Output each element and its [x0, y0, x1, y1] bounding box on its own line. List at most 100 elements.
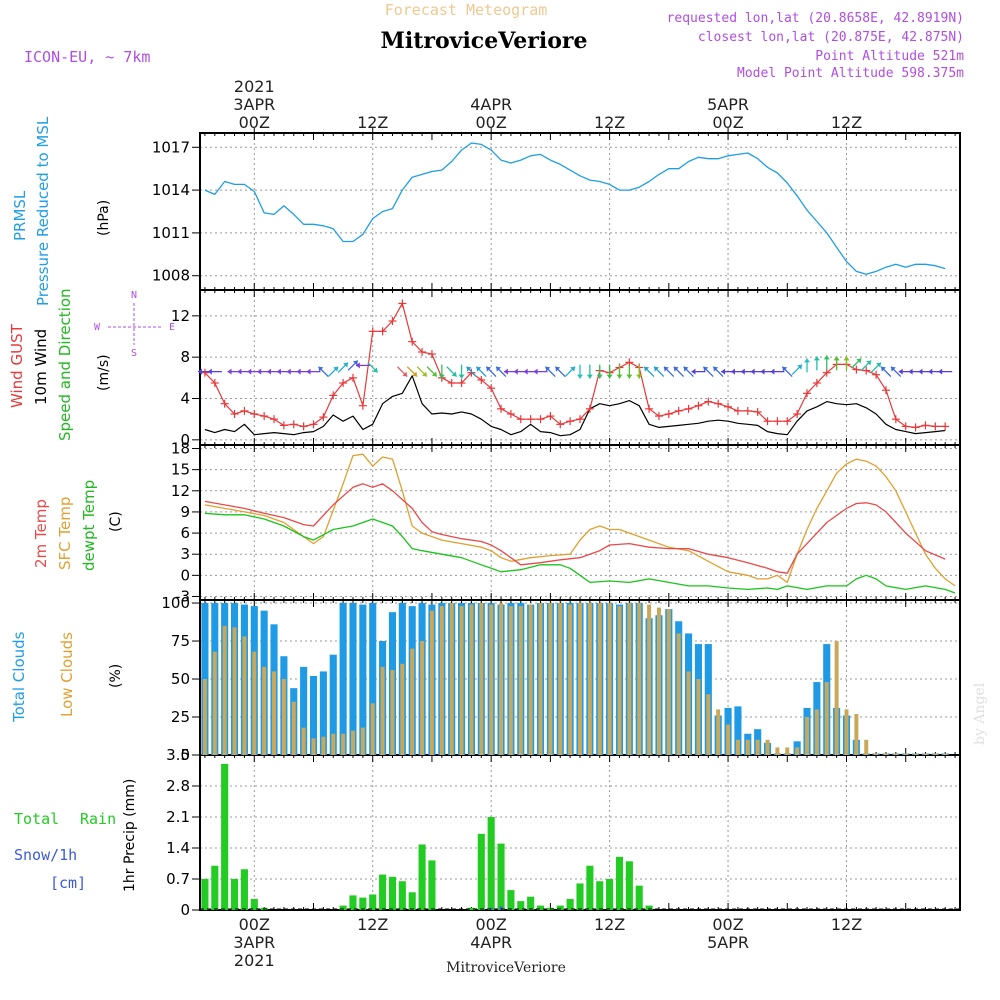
precip-label-rain: Rain — [80, 810, 116, 828]
low-cloud-bar — [499, 603, 504, 755]
rain-bar — [566, 898, 574, 910]
wind-arrow-head — [833, 356, 840, 361]
low-cloud-bar — [578, 603, 582, 755]
rain-bar — [615, 856, 624, 910]
wind-arrow-head — [644, 366, 650, 372]
wind-arrow-head — [545, 366, 551, 372]
precip-labels: Total Rain Snow/1h [cm] 1hr Precip (mm) — [14, 779, 138, 892]
rain-bar — [556, 905, 564, 910]
ytick-label-clouds: 25 — [171, 708, 190, 726]
wind-arrow-head — [513, 368, 518, 375]
low-cloud-bar — [262, 666, 267, 755]
ytick-label-precipitation: 1.4 — [166, 839, 190, 857]
wind-arrow-head — [257, 368, 262, 375]
rain-bar — [606, 879, 614, 910]
low-cloud-bar — [360, 727, 365, 755]
low-cloud-bar — [252, 651, 257, 755]
low-cloud-bar — [518, 606, 523, 755]
temp-label-unit: (C) — [108, 511, 124, 532]
header-closest: closest lon,lat (20.875E, 42.875N) — [698, 30, 964, 45]
bottom-time-label: 00Z — [239, 915, 270, 934]
wind-arrow-head — [740, 368, 745, 375]
wind-arrow-head — [663, 366, 669, 372]
low-cloud-bar — [883, 753, 888, 755]
top-time-label: 3APR — [233, 95, 275, 114]
bottom-time-label: 3APR — [233, 933, 275, 952]
low-cloud-bar — [637, 603, 642, 755]
low-cloud-bar — [548, 603, 553, 755]
header-point-altitude: Point Altitude 521m — [815, 49, 964, 64]
ytick-label-clouds: 75 — [171, 632, 190, 650]
wind-arrow-head — [606, 374, 613, 379]
wind-arrow-head — [296, 368, 301, 375]
top-time-label: 12Z — [357, 113, 388, 132]
ytick-label-pressure: 1008 — [152, 267, 190, 285]
ytick-label-wind: 4 — [180, 390, 190, 408]
low-cloud-bar — [814, 709, 819, 755]
low-cloud-bar — [538, 603, 543, 755]
wind-arrow-head — [760, 368, 765, 375]
low-cloud-bar — [390, 669, 395, 755]
rain-bar — [388, 876, 397, 910]
rain-bar — [408, 892, 416, 910]
wind-arrow-head — [227, 368, 232, 375]
frame-pressure — [199, 132, 961, 291]
sfc-temp-line — [204, 453, 956, 587]
footer-station: MitroviceVeriore — [446, 960, 566, 976]
low-cloud-bar — [666, 609, 671, 755]
rain-bar — [201, 879, 209, 910]
wind-arrow-head — [898, 368, 903, 375]
wind-arrow-head — [673, 366, 679, 372]
low-cloud-bar — [627, 603, 632, 755]
wind-arrow-head — [197, 368, 202, 375]
wind-gust-line — [204, 302, 946, 428]
low-cloud-bar — [943, 753, 948, 755]
wind-arrow-head — [596, 374, 603, 379]
cloud-label-total: Total Clouds — [10, 631, 28, 723]
temp-label-2m: 2m Temp — [32, 499, 50, 568]
total-cloud-bar — [329, 654, 337, 755]
low-cloud-bar — [568, 604, 573, 755]
rain-bar — [398, 881, 406, 910]
wind-arrow-head — [823, 355, 830, 360]
ytick-label-wind: 0 — [180, 431, 190, 449]
rain-bar — [359, 897, 367, 910]
total-cloud-bar — [369, 603, 377, 755]
bottom-time-label: 12Z — [357, 915, 388, 934]
low-cloud-bar — [755, 739, 760, 755]
rain-bar — [586, 865, 594, 910]
low-cloud-bar — [874, 753, 879, 755]
wind-arrow-head — [626, 374, 633, 379]
low-cloud-bar — [420, 641, 425, 755]
wind-arrow-head — [523, 368, 528, 375]
wind-arrow-head — [207, 368, 212, 375]
watermark: by Angel — [972, 682, 988, 745]
low-cloud-bar — [439, 606, 444, 755]
low-cloud-bar — [923, 753, 928, 755]
low-cloud-bar — [410, 648, 415, 755]
low-cloud-bar — [331, 733, 336, 755]
bottom-time-label: 4APR — [470, 933, 512, 952]
low-cloud-bar — [242, 636, 247, 755]
wind-arrow-head — [237, 368, 242, 375]
low-cloud-bar — [222, 625, 227, 755]
low-cloud-bar — [321, 736, 326, 755]
ytick-label-precipitation: 0 — [180, 901, 190, 919]
low-cloud-bar — [913, 753, 918, 755]
ytick-label-wind: 8 — [180, 348, 190, 366]
wind-arrow-head — [813, 356, 820, 361]
low-cloud-bar — [597, 603, 602, 755]
low-cloud-bar — [864, 739, 869, 755]
rain-bar — [507, 890, 515, 910]
temp-labels: 2m Temp SFC Temp dewpt Temp (C) — [32, 480, 124, 571]
total-cloud-bar — [309, 675, 318, 755]
rain-bar — [477, 833, 485, 910]
wind-arrow-head — [782, 366, 788, 372]
header-title-top: Forecast Meteogram — [385, 1, 548, 19]
top-time-label: 4APR — [470, 95, 512, 114]
rain-bar — [211, 865, 219, 910]
low-cloud-bar — [696, 679, 701, 755]
wind-arrow-head — [856, 358, 862, 364]
wind-arrow-head — [276, 368, 281, 375]
